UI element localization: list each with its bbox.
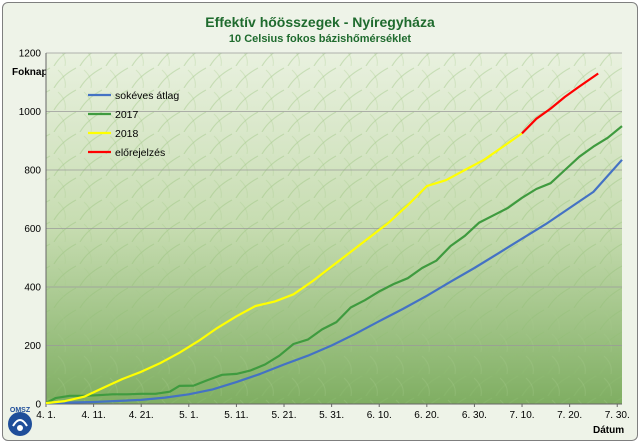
series-line-2 bbox=[45, 132, 523, 405]
series-line-1 bbox=[45, 125, 623, 405]
x-tick-label: 5. 1. bbox=[179, 410, 198, 421]
legend-label-0: sokéves átlag bbox=[115, 90, 179, 102]
series-line-3 bbox=[521, 72, 599, 135]
y-tick-label: 800 bbox=[24, 166, 41, 177]
legend-label-3: előrejelzés bbox=[115, 147, 165, 159]
x-tick-label: 6. 20. bbox=[414, 410, 439, 421]
x-tick-label: 6. 10. bbox=[367, 410, 392, 421]
x-tick-label: 4. 21. bbox=[129, 410, 154, 421]
x-tick-label: 7. 10. bbox=[510, 410, 535, 421]
y-tick-label: 200 bbox=[24, 341, 41, 352]
y-tick-label: 600 bbox=[24, 224, 41, 235]
series-line-0 bbox=[45, 159, 623, 405]
x-tick-label: 5. 31. bbox=[319, 410, 344, 421]
x-tick-label: 7. 20. bbox=[557, 410, 582, 421]
y-tick-label: 0 bbox=[35, 400, 41, 411]
y-axis-label: Foknap bbox=[12, 67, 48, 78]
y-tick-label: 1000 bbox=[19, 107, 42, 118]
chart-title: Effektív hőösszegek - Nyíregyháza bbox=[205, 14, 435, 30]
x-tick-label: 4. 11. bbox=[81, 410, 105, 421]
x-tick-label: 6. 30. bbox=[462, 410, 487, 421]
legend-label-1: 2017 bbox=[115, 109, 139, 121]
x-tick-label: 5. 21. bbox=[272, 410, 297, 421]
y-tick-label: 1200 bbox=[19, 49, 42, 60]
legend-label-2: 2018 bbox=[115, 128, 139, 140]
x-tick-label: 7. 30. bbox=[605, 410, 630, 421]
x-tick-label: 4. 1. bbox=[36, 410, 55, 421]
omsz-logo: OMSZ bbox=[8, 407, 32, 436]
chart-subtitle: 10 Celsius fokos bázishőmérséklet bbox=[228, 33, 412, 45]
x-tick-label: 5. 11. bbox=[224, 410, 248, 421]
x-axis-label: Dátum bbox=[593, 425, 625, 436]
omsz-logo-text: OMSZ bbox=[10, 407, 31, 414]
y-tick-label: 400 bbox=[24, 283, 41, 294]
